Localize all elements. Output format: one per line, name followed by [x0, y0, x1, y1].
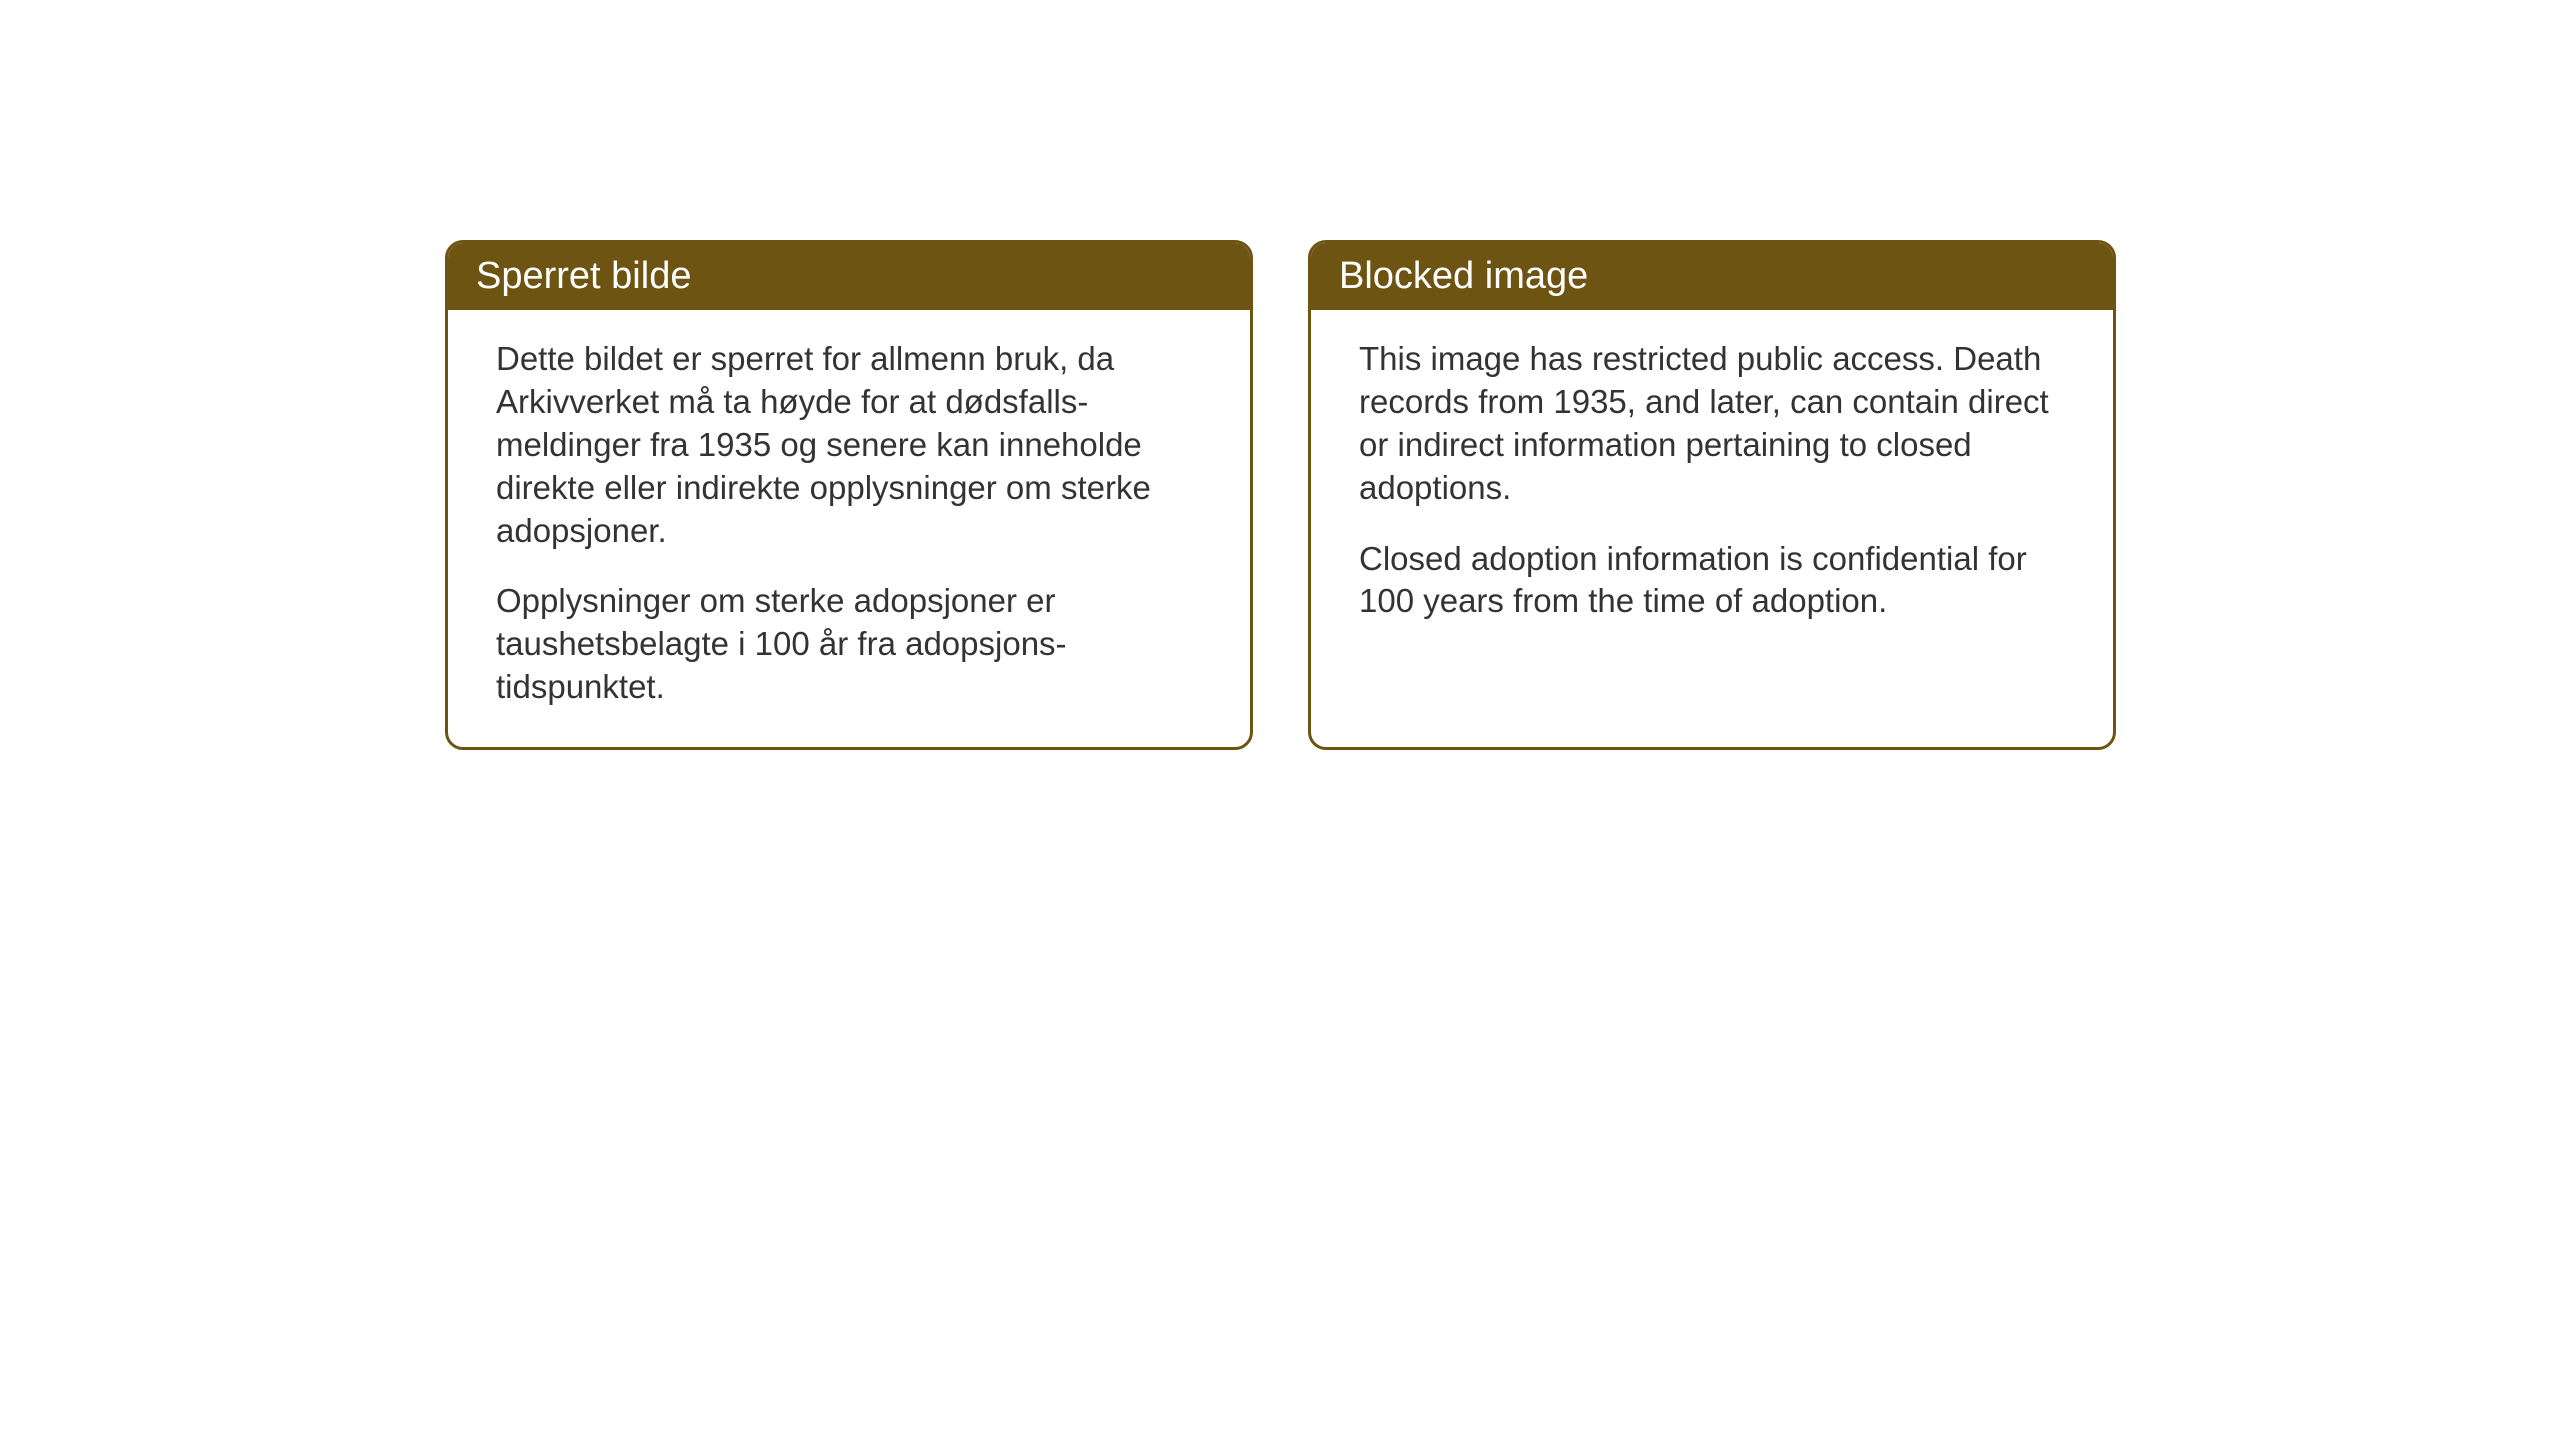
notice-body-norwegian: Dette bildet er sperret for allmenn bruk… [448, 310, 1250, 747]
notice-title-norwegian: Sperret bilde [476, 255, 691, 297]
notice-paragraph-1-norwegian: Dette bildet er sperret for allmenn bruk… [496, 338, 1202, 552]
notice-container: Sperret bilde Dette bildet er sperret fo… [445, 240, 2116, 750]
notice-card-english: Blocked image This image has restricted … [1308, 240, 2116, 750]
notice-body-english: This image has restricted public access.… [1311, 310, 2113, 661]
notice-paragraph-2-norwegian: Opplysninger om sterke adopsjoner er tau… [496, 580, 1202, 709]
notice-paragraph-2-english: Closed adoption information is confident… [1359, 538, 2065, 624]
notice-card-norwegian: Sperret bilde Dette bildet er sperret fo… [445, 240, 1253, 750]
notice-header-english: Blocked image [1311, 243, 2113, 310]
notice-title-english: Blocked image [1339, 255, 1588, 297]
notice-paragraph-1-english: This image has restricted public access.… [1359, 338, 2065, 510]
notice-header-norwegian: Sperret bilde [448, 243, 1250, 310]
